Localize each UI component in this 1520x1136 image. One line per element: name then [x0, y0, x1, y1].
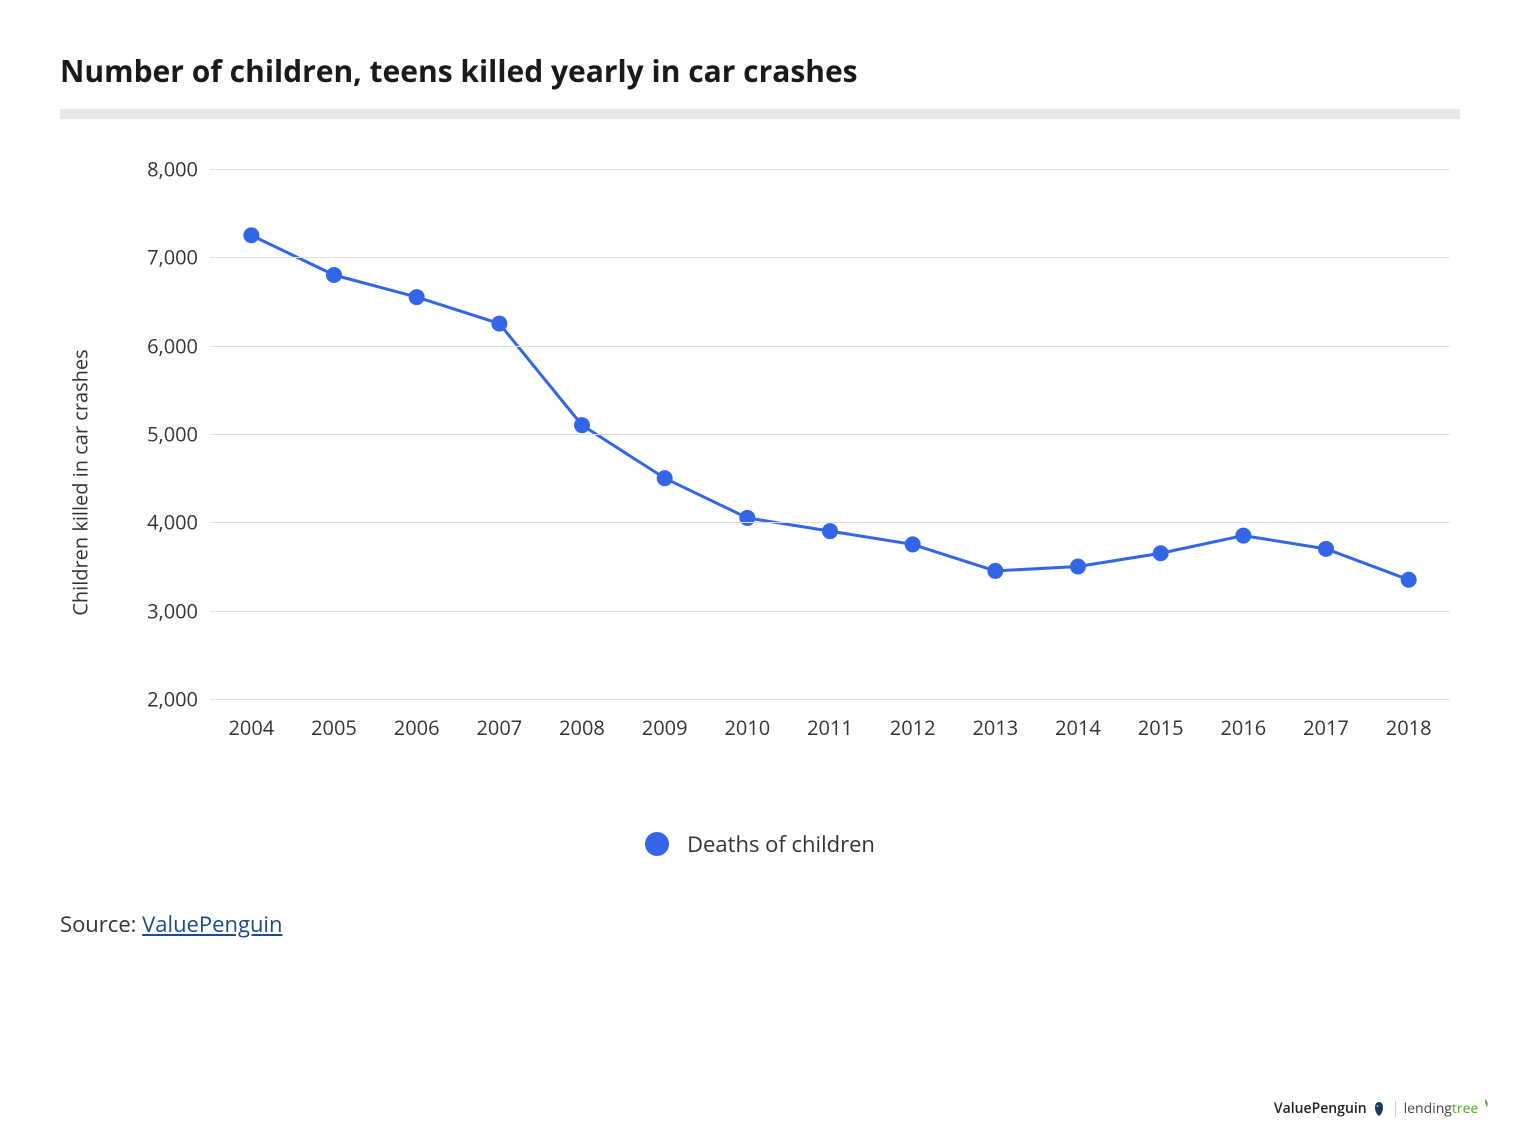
x-tick-label: 2017 — [1303, 714, 1349, 741]
brand2-pre: lending — [1404, 1099, 1452, 1118]
x-tick-label: 2004 — [228, 714, 274, 741]
data-point — [822, 523, 838, 539]
x-tick-label: 2013 — [972, 714, 1018, 741]
chart-container: Number of children, teens killed yearly … — [0, 0, 1520, 959]
data-point — [1401, 572, 1417, 588]
legend: Deaths of children — [60, 829, 1460, 859]
grid-line — [210, 522, 1450, 523]
y-tick-label: 4,000 — [147, 509, 198, 536]
x-tick-label: 2009 — [642, 714, 688, 741]
data-point — [739, 510, 755, 526]
data-point — [905, 536, 921, 552]
legend-marker — [645, 832, 669, 856]
data-point — [1070, 559, 1086, 575]
data-point — [326, 267, 342, 283]
y-axis-label: Children killed in car crashes — [67, 349, 94, 615]
y-tick-label: 2,000 — [147, 686, 198, 713]
chart-title: Number of children, teens killed yearly … — [60, 50, 1460, 91]
x-tick-label: 2011 — [807, 714, 853, 741]
legend-label: Deaths of children — [687, 829, 875, 859]
grid-line — [210, 699, 1450, 700]
data-point — [243, 227, 259, 243]
grid-line — [210, 257, 1450, 258]
y-tick-label: 8,000 — [147, 156, 198, 183]
title-divider — [60, 109, 1460, 119]
plot-area: 2,0003,0004,0005,0006,0007,0008,00020042… — [210, 169, 1450, 699]
y-tick-label: 5,000 — [147, 421, 198, 448]
brand2-accent: tree — [1452, 1099, 1478, 1118]
penguin-icon — [1371, 1101, 1387, 1117]
leaf-icon — [1480, 1099, 1490, 1111]
footer-separator — [1395, 1101, 1396, 1117]
chart-wrap: Children killed in car crashes 2,0003,00… — [100, 159, 1460, 779]
data-point — [1153, 545, 1169, 561]
x-tick-label: 2016 — [1220, 714, 1266, 741]
data-point — [987, 563, 1003, 579]
x-tick-label: 2008 — [559, 714, 605, 741]
source-line: Source: ValuePenguin — [60, 909, 1460, 939]
brand1-text: ValuePenguin — [1274, 1099, 1367, 1118]
source-link[interactable]: ValuePenguin — [142, 909, 282, 939]
grid-line — [210, 169, 1450, 170]
x-tick-label: 2018 — [1386, 714, 1432, 741]
data-point — [657, 470, 673, 486]
source-prefix: Source: — [60, 909, 142, 939]
x-tick-label: 2010 — [724, 714, 770, 741]
grid-line — [210, 611, 1450, 612]
data-point — [574, 417, 590, 433]
grid-line — [210, 346, 1450, 347]
footer-brands: ValuePenguin lendingtree — [1274, 1099, 1490, 1118]
data-point — [1318, 541, 1334, 557]
x-tick-label: 2015 — [1138, 714, 1184, 741]
x-tick-label: 2014 — [1055, 714, 1101, 741]
brand-lendingtree: lendingtree — [1404, 1099, 1490, 1118]
y-tick-label: 3,000 — [147, 597, 198, 624]
y-tick-label: 7,000 — [147, 244, 198, 271]
data-point — [409, 289, 425, 305]
data-point — [1235, 528, 1251, 544]
x-tick-label: 2006 — [394, 714, 440, 741]
x-tick-label: 2007 — [476, 714, 522, 741]
y-tick-label: 6,000 — [147, 332, 198, 359]
brand-valuepenguin: ValuePenguin — [1274, 1099, 1387, 1118]
data-point — [491, 316, 507, 332]
x-tick-label: 2005 — [311, 714, 357, 741]
x-tick-label: 2012 — [890, 714, 936, 741]
grid-line — [210, 434, 1450, 435]
